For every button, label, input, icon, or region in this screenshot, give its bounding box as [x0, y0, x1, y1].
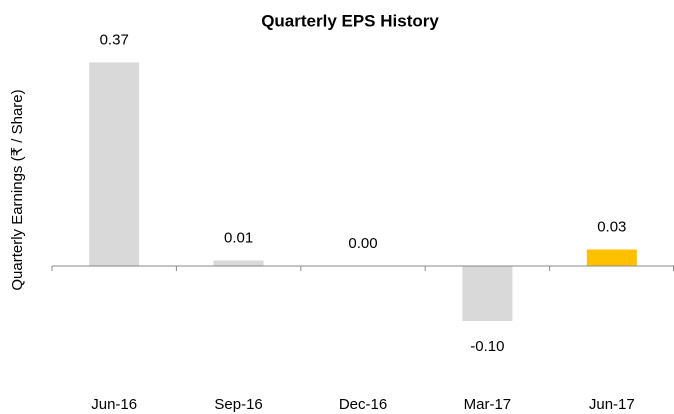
x-tick-label: Mar-17 [464, 396, 512, 413]
x-tick-label: Jun-17 [589, 396, 635, 413]
y-axis-label: Quarterly Earnings (₹ / Share) [9, 89, 26, 290]
x-tick-label: Sep-16 [214, 396, 262, 413]
value-label: 0.00 [348, 235, 377, 252]
x-tick-label: Dec-16 [339, 396, 387, 413]
x-tick-label: Jun-16 [91, 396, 137, 413]
bar [213, 260, 264, 266]
bar [462, 266, 513, 321]
chart-title: Quarterly EPS History [261, 11, 439, 30]
value-label: 0.03 [597, 218, 626, 235]
value-label: -0.10 [470, 338, 504, 355]
bar [586, 249, 637, 266]
value-label: 0.01 [224, 229, 253, 246]
value-label: 0.37 [100, 31, 129, 48]
bar [89, 62, 140, 266]
